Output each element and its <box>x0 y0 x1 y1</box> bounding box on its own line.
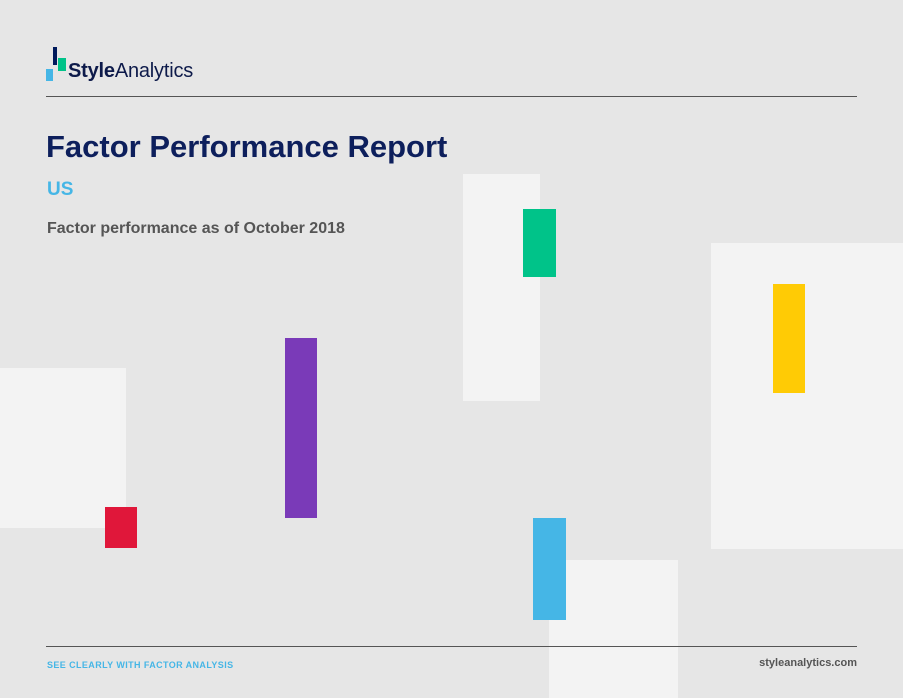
decorative-panel-bottom <box>549 560 678 698</box>
report-title: Factor Performance Report <box>46 129 448 164</box>
decorative-bar-yellow <box>773 284 805 393</box>
logo-wordmark-suffix: Analytics <box>114 60 194 82</box>
logo-mark-navy-bar <box>53 47 57 65</box>
decorative-bar-blue <box>533 518 566 620</box>
logo-mark-icon <box>46 47 70 83</box>
decorative-bar-purple <box>285 338 317 518</box>
decorative-panel-left <box>0 368 126 528</box>
report-subtitle: Factor performance as of October 2018 <box>47 220 345 237</box>
logo-wordmark: StyleAnalytics <box>68 60 193 83</box>
style-analytics-logo: StyleAnalytics <box>46 47 246 83</box>
logo-mark-green-bar <box>58 58 66 71</box>
footer-website-link[interactable]: styleanalytics.com <box>759 657 857 669</box>
decorative-bar-red <box>105 507 137 548</box>
decorative-panel-right <box>711 243 903 549</box>
header-divider <box>46 96 857 97</box>
decorative-bar-green <box>523 209 556 277</box>
footer-tagline: SEE CLEARLY WITH FACTOR ANALYSIS <box>47 660 234 670</box>
logo-mark-blue-bar <box>46 69 53 81</box>
logo-wordmark-prefix: Style <box>68 60 115 82</box>
report-region: US <box>47 179 74 200</box>
footer-divider <box>46 646 857 647</box>
